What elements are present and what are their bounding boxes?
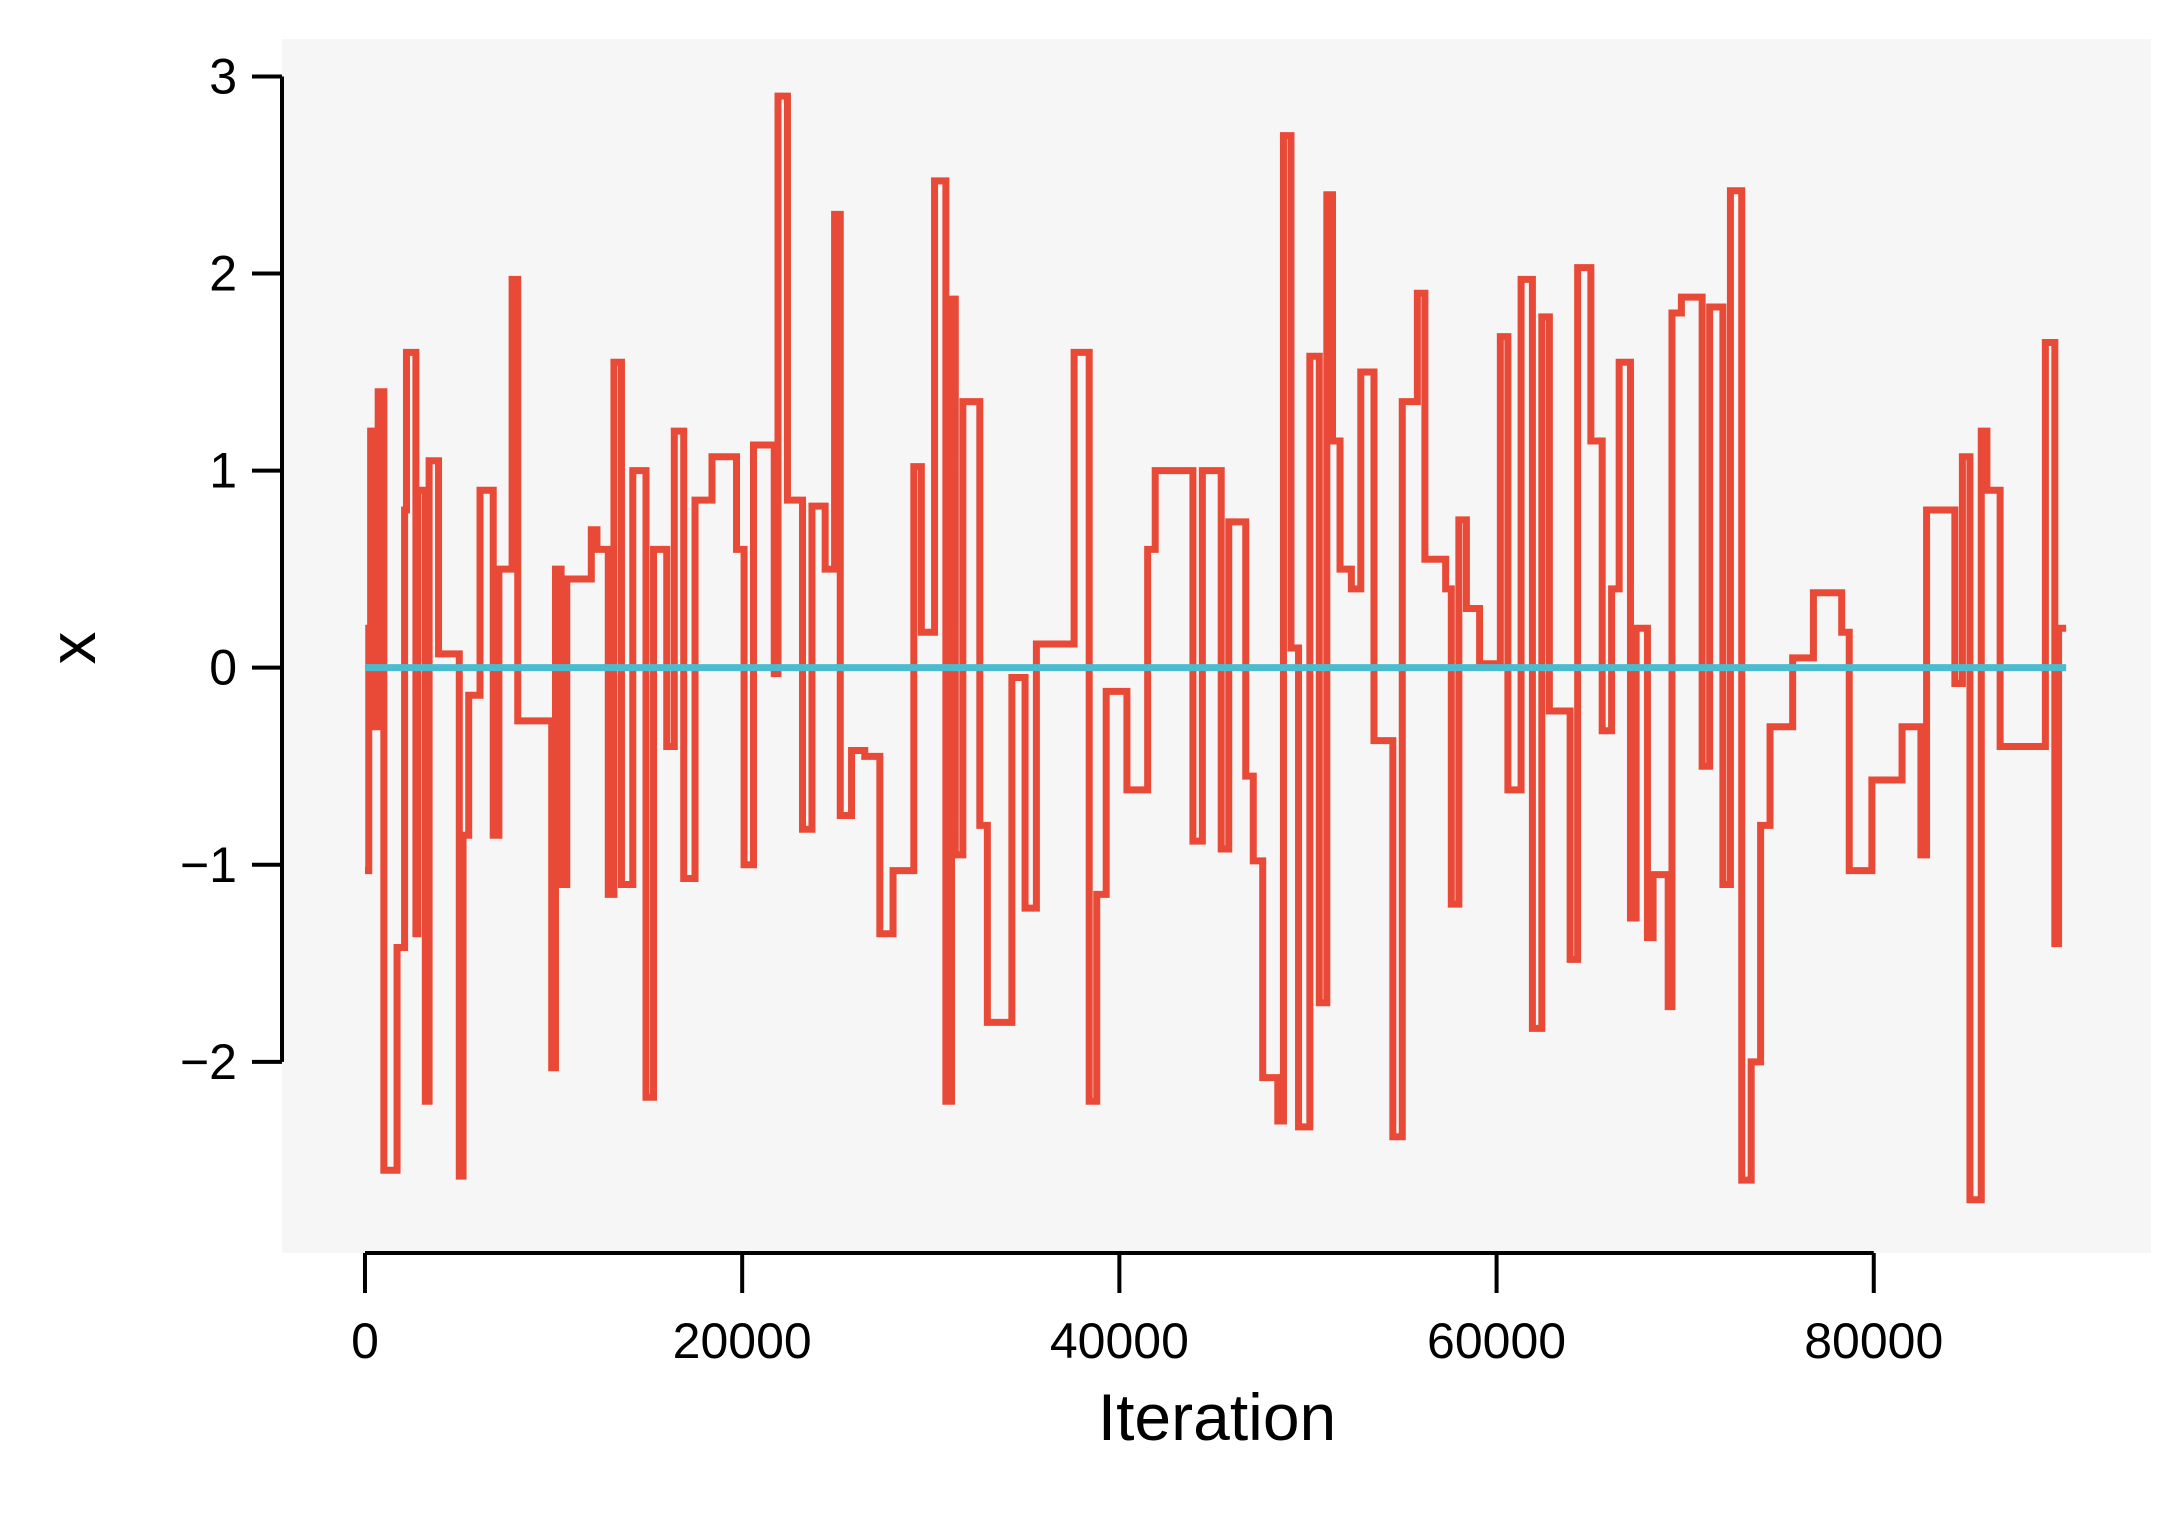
trace-line [364,92,2067,1204]
x-axis-label: Iteration [1098,1380,1336,1454]
x-tick-label: 40000 [1050,1313,1189,1369]
x-tick-label: 60000 [1427,1313,1566,1369]
x-tick-label: 80000 [1804,1313,1943,1369]
y-tick-label: 0 [209,640,237,696]
y-tick-label: 1 [209,443,237,499]
y-tick-label: −1 [180,837,237,893]
x-tick-label: 0 [351,1313,379,1369]
y-tick-label: 2 [209,246,237,302]
y-axis-label: x [35,632,109,665]
x-tick-label: 20000 [673,1313,812,1369]
y-tick-label: 3 [209,48,237,104]
y-tick-label: −2 [180,1034,237,1090]
plot-background [282,39,2151,1253]
